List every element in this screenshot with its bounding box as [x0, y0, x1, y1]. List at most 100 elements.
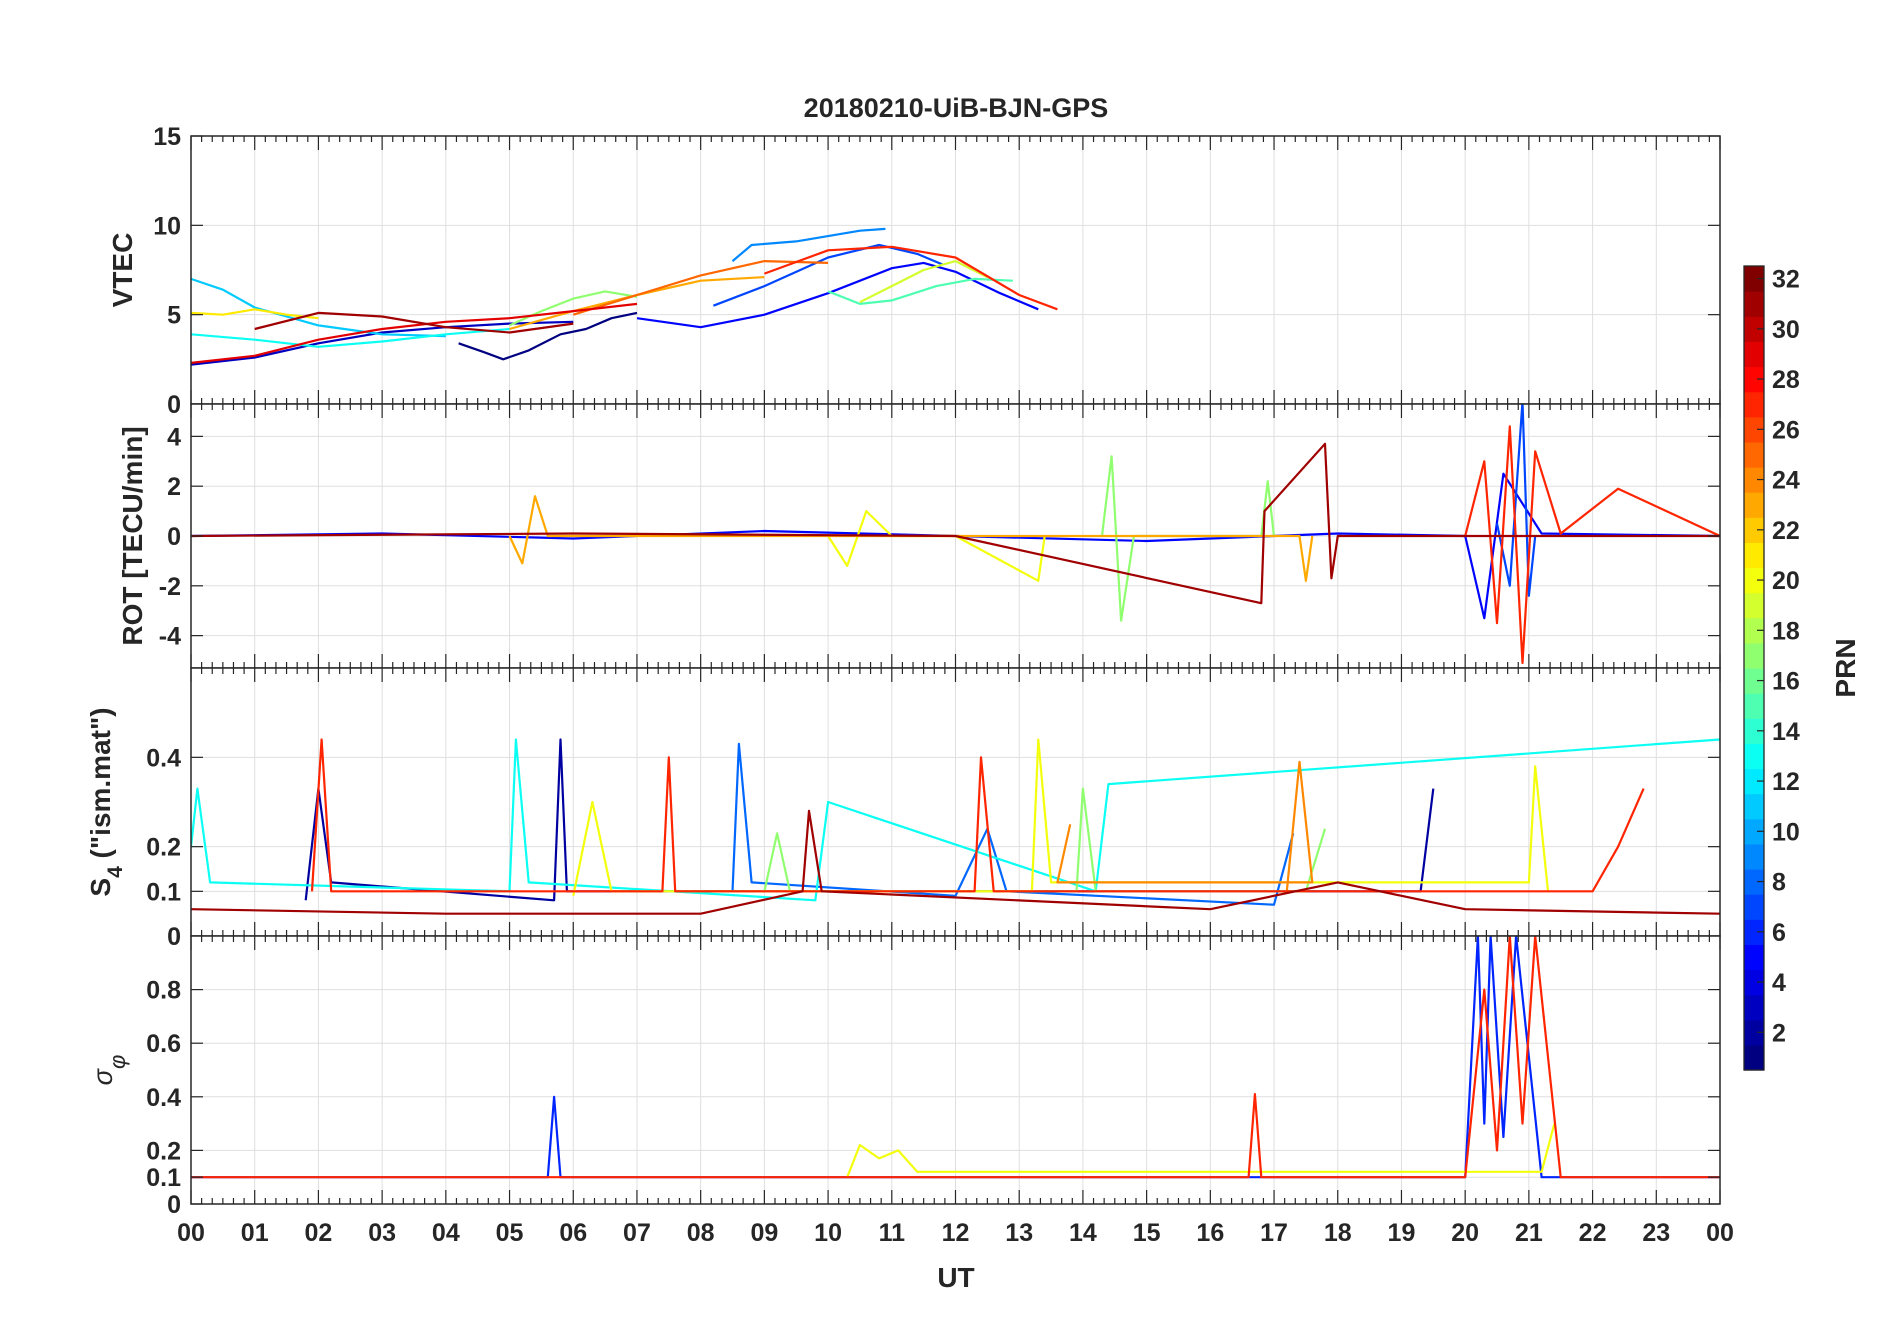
y-tick-label: 15: [153, 123, 181, 151]
series-group: [191, 404, 1720, 665]
x-tick-label: 05: [496, 1219, 524, 1247]
colorbar-segment: [1744, 1019, 1764, 1046]
y-tick-label: 0: [167, 1191, 181, 1219]
series-line-prn-11: [191, 277, 446, 338]
y-tick-label: 0: [167, 923, 181, 951]
y-tick-label: 2: [167, 473, 181, 501]
colorbar-segment: [1744, 467, 1764, 493]
series-line-prn-21: [191, 308, 319, 320]
x-tick-label: 11: [879, 1219, 906, 1247]
x-tick-label: 13: [1005, 1219, 1033, 1247]
colorbar-segment: [1744, 416, 1764, 443]
colorbar-tick-label: 8: [1772, 869, 1786, 897]
colorbar-tick-label: 12: [1772, 768, 1800, 796]
y-tick-label: 10: [153, 212, 181, 240]
x-tick-label: 00: [1706, 1219, 1734, 1247]
series-line-prn-31: [254, 311, 574, 334]
colorbar-frame: [1743, 265, 1765, 1071]
colorbar-segment: [1744, 818, 1764, 845]
y-axis-label: S4 ("ism.mat"): [85, 707, 127, 896]
colorbar-segment: [1744, 492, 1764, 518]
x-tick-label: 23: [1642, 1219, 1670, 1247]
colorbar-segment: [1744, 793, 1764, 820]
y-axis-label-part: σ: [88, 1067, 118, 1085]
colorbar-tick-label: 22: [1772, 517, 1800, 545]
x-tick-label: 12: [942, 1219, 970, 1247]
series-line-prn-5: [191, 472, 1720, 620]
x-tick-label: 06: [559, 1219, 587, 1247]
series-line-prn-8: [731, 742, 1295, 906]
y-tick-label: 0: [167, 391, 181, 419]
series-line-prn-1: [458, 311, 638, 361]
colorbar-segment: [1744, 316, 1764, 342]
colorbar-segment: [1744, 894, 1764, 920]
x-tick-label: 04: [432, 1219, 460, 1247]
y-tick-label: -4: [159, 623, 181, 651]
colorbar-tick-label: 28: [1772, 366, 1800, 394]
colorbar-tick-label: 18: [1772, 617, 1800, 645]
x-tick-label: 17: [1260, 1219, 1288, 1247]
series-line-prn-20: [572, 738, 1550, 897]
series-line-prn-27: [1464, 425, 1720, 665]
y-axis-label-part: ("ism.mat"): [85, 707, 116, 866]
colorbar-segment: [1744, 517, 1764, 543]
x-tick-label: 19: [1388, 1219, 1416, 1247]
series-line-prn-20: [846, 1123, 1556, 1178]
y-tick-label: 0.4: [146, 1084, 181, 1112]
panel-rot: -4 -2 0 2 4 ROT [TECU/min]: [117, 403, 1721, 669]
y-tick-label: 0.2: [146, 834, 181, 862]
series-line-prn-13: [191, 327, 510, 348]
x-tick-label: 02: [305, 1219, 333, 1247]
colorbar-segment: [1744, 668, 1764, 694]
x-tick-label: 18: [1324, 1219, 1352, 1247]
y-tick-label: 0.6: [146, 1030, 181, 1058]
series-line-prn-15: [827, 277, 1013, 305]
x-tick-label: 16: [1196, 1219, 1224, 1247]
x-axis-label: UT: [937, 1262, 974, 1293]
panel-sigma_phi: 00.10.2 0.4 0.6 0.8 σφ: [88, 935, 1721, 1219]
y-axis-label-part: φ: [105, 1055, 130, 1069]
colorbar-tick-label: 6: [1772, 919, 1786, 947]
x-tick-label: 03: [368, 1219, 396, 1247]
colorbar-segment: [1744, 542, 1764, 569]
y-axis-label-part: S: [85, 878, 116, 897]
series-line-prn-3: [191, 320, 574, 366]
colorbar-tick-label: 2: [1772, 1019, 1786, 1047]
colorbar-tick-label: 24: [1772, 467, 1800, 495]
x-tick-label: 10: [814, 1219, 842, 1247]
colorbar-segment: [1744, 266, 1764, 292]
x-tick-label: 01: [241, 1219, 269, 1247]
y-axis-label: σφ: [88, 1055, 130, 1086]
series-line-prn-13: [191, 738, 1720, 902]
colorbar-segment: [1744, 768, 1764, 795]
y-axis-label: VTEC: [107, 233, 138, 308]
y-tick-label: 0.1: [146, 878, 181, 906]
colorbar-segment: [1744, 366, 1764, 393]
colorbar-segment: [1744, 391, 1764, 418]
colorbar-segment: [1744, 969, 1764, 996]
x-tick-label: 21: [1515, 1219, 1543, 1247]
colorbar-segment: [1744, 743, 1764, 770]
colorbar-segment: [1744, 341, 1764, 368]
x-tick-label: 15: [1133, 1219, 1161, 1247]
colorbar-tick-label: 16: [1772, 668, 1800, 696]
colorbar-segment: [1744, 994, 1764, 1021]
series-line-prn-24: [1056, 760, 1314, 892]
chart-title: 20180210-UiB-BJN-GPS: [804, 93, 1109, 123]
series-line-prn-9: [731, 227, 886, 262]
series-line-prn-27: [191, 936, 1720, 1179]
colorbar-label: PRN: [1830, 638, 1861, 697]
colorbar-segment: [1744, 693, 1764, 719]
colorbar-segment: [1744, 1044, 1764, 1071]
y-axis-label-part: 4: [104, 866, 127, 878]
x-tick-label: 20: [1451, 1219, 1479, 1247]
colorbar-tick-label: 26: [1772, 416, 1800, 444]
series-line-prn-5: [636, 261, 1039, 329]
x-tick-label: 08: [687, 1219, 715, 1247]
series-line-prn-19: [859, 260, 988, 304]
y-tick-label: 0.4: [146, 744, 181, 772]
y-tick-label: 0.2: [146, 1137, 181, 1165]
x-tick-label: 22: [1579, 1219, 1607, 1247]
